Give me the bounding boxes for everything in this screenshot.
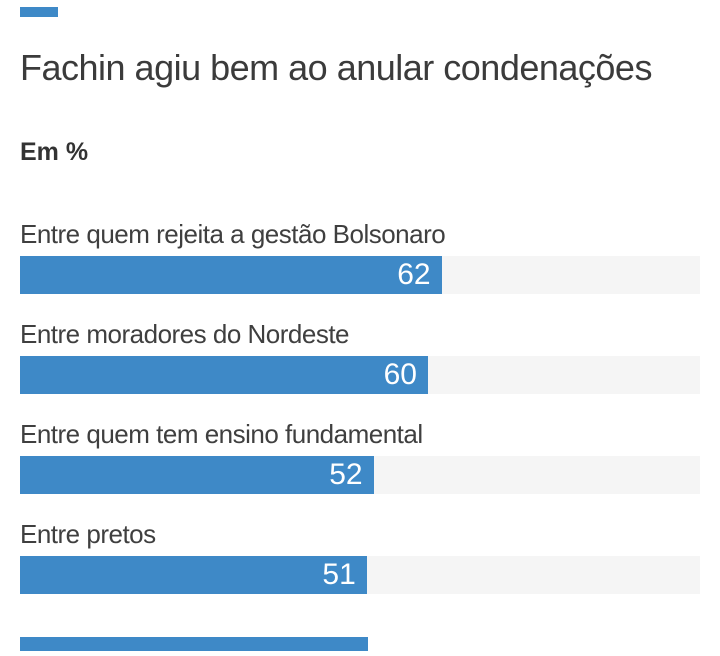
partial-bar-top xyxy=(20,7,58,17)
bar-fill: 60 xyxy=(20,356,428,394)
bar-track: 60 xyxy=(20,356,700,394)
bar-fill: 62 xyxy=(20,256,442,294)
bar-rows: Entre quem rejeita a gestão Bolsonaro 62 E… xyxy=(20,218,700,618)
bar-track: 51 xyxy=(20,556,700,594)
bar-row: Entre pretos 51 xyxy=(20,518,700,594)
partial-bar-bottom xyxy=(20,637,368,651)
bar-label: Entre quem tem ensino fundamental xyxy=(20,419,423,449)
bar-row: Entre quem rejeita a gestão Bolsonaro 62 xyxy=(20,218,700,294)
bar-value-label: 52 xyxy=(329,458,363,491)
bar-track: 62 xyxy=(20,256,700,294)
chart-subtitle: Em % xyxy=(20,138,89,166)
bar-label: Entre quem rejeita a gestão Bolsonaro xyxy=(20,219,446,249)
bar-row: Entre moradores do Nordeste 60 xyxy=(20,318,700,394)
bar-label: Entre pretos xyxy=(20,519,156,549)
chart-title: Fachin agiu bem ao anular condenações xyxy=(20,47,652,88)
bar-value-label: 62 xyxy=(397,258,431,291)
bar-track: 52 xyxy=(20,456,700,494)
bar-fill: 51 xyxy=(20,556,367,594)
bar-fill: 52 xyxy=(20,456,374,494)
bar-label: Entre moradores do Nordeste xyxy=(20,319,350,349)
bar-value-label: 51 xyxy=(322,558,356,591)
bar-row: Entre quem tem ensino fundamental 52 xyxy=(20,418,700,494)
bar-value-label: 60 xyxy=(383,358,417,391)
